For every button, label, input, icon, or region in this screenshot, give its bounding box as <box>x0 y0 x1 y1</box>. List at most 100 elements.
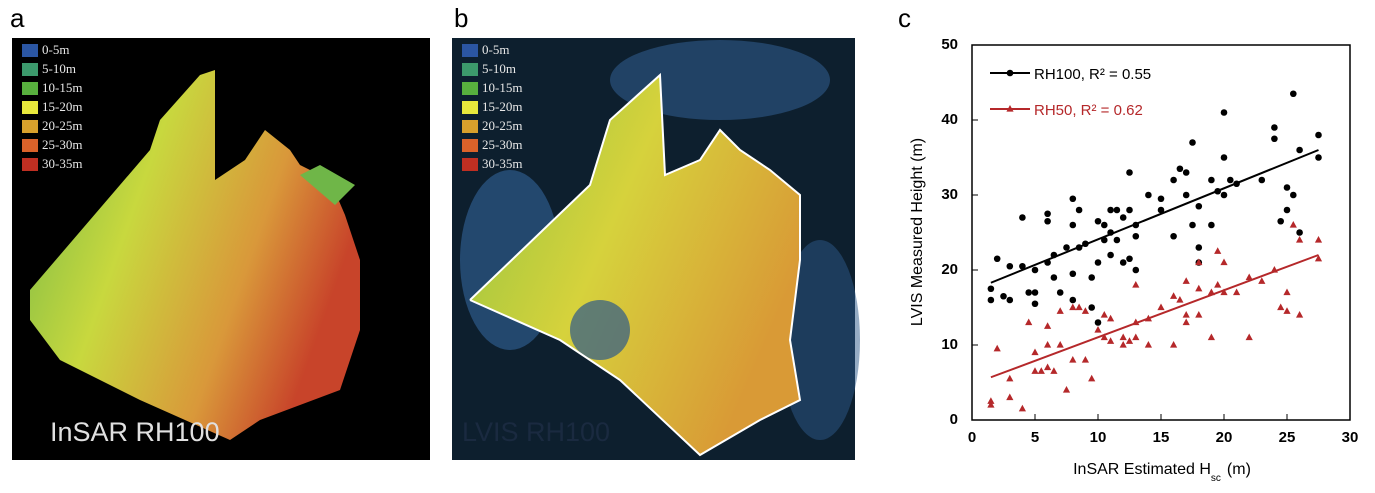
point <box>1170 177 1177 184</box>
legend-label: 5-10m <box>482 61 516 76</box>
point <box>1183 311 1190 318</box>
point <box>1126 207 1133 214</box>
point <box>1019 405 1026 412</box>
point <box>1284 184 1291 191</box>
point <box>1283 307 1290 314</box>
point <box>1189 222 1196 229</box>
point <box>1070 297 1077 304</box>
y-tick-label: 10 <box>941 336 958 353</box>
point <box>1214 281 1221 288</box>
point <box>1296 147 1303 154</box>
point <box>1277 218 1284 225</box>
x-tick-label: 20 <box>1216 429 1233 446</box>
point <box>1132 334 1139 341</box>
legend-label: 20-25m <box>42 118 82 133</box>
point <box>1101 222 1108 229</box>
point <box>1126 337 1133 344</box>
point <box>1057 307 1064 314</box>
point <box>1057 289 1064 296</box>
panel-label: b <box>454 3 468 33</box>
point <box>1000 293 1007 300</box>
fit-line <box>991 150 1319 283</box>
legend-swatch <box>22 139 38 152</box>
point <box>1290 192 1297 199</box>
point <box>1044 259 1051 266</box>
point <box>1221 109 1228 116</box>
point <box>1221 192 1228 199</box>
point <box>1044 322 1051 329</box>
point <box>1007 263 1014 270</box>
point <box>1032 300 1039 307</box>
legend-swatch <box>462 82 478 95</box>
point <box>1315 154 1322 161</box>
point <box>987 397 994 404</box>
point <box>1290 221 1297 228</box>
point <box>1183 277 1190 284</box>
point <box>1176 296 1183 303</box>
point <box>1259 177 1266 184</box>
point <box>1044 218 1051 225</box>
legend-label: 0-5m <box>42 42 69 57</box>
point <box>1088 274 1095 281</box>
point <box>1196 244 1203 251</box>
point <box>994 255 1001 262</box>
point <box>1044 364 1051 371</box>
point <box>1120 341 1127 348</box>
legend-label: 30-35m <box>42 156 82 171</box>
point <box>1183 192 1190 199</box>
point <box>1082 356 1089 363</box>
point <box>1177 165 1184 172</box>
point <box>1145 341 1152 348</box>
legend-swatch <box>22 63 38 76</box>
legend-label: 15-20m <box>42 99 82 114</box>
point <box>1120 259 1127 266</box>
legend-marker <box>1007 70 1014 77</box>
legend-label: 0-5m <box>482 42 509 57</box>
point <box>1044 341 1051 348</box>
point <box>1315 236 1322 243</box>
point <box>1195 311 1202 318</box>
legend-label: 25-30m <box>42 137 82 152</box>
legend-swatch <box>22 120 38 133</box>
point <box>1271 124 1278 131</box>
point <box>1170 341 1177 348</box>
y-tick-label: 30 <box>941 186 958 203</box>
legend-label: 5-10m <box>42 61 76 76</box>
point <box>1094 326 1101 333</box>
point <box>1076 304 1083 311</box>
point <box>1208 222 1215 229</box>
point <box>1246 274 1253 281</box>
point <box>1063 244 1070 251</box>
legend-swatch <box>22 158 38 171</box>
point <box>1082 240 1089 247</box>
x-tick-label: 30 <box>1342 429 1359 446</box>
y-tick-label: 50 <box>941 36 958 53</box>
point <box>1025 289 1032 296</box>
point <box>1069 304 1076 311</box>
point <box>1145 192 1152 199</box>
point <box>1183 169 1190 176</box>
point <box>1069 356 1076 363</box>
point <box>1006 394 1013 401</box>
x-axis-label-part: (m) <box>1227 461 1251 478</box>
point <box>994 345 1001 352</box>
legend-label: 15-20m <box>482 99 522 114</box>
point <box>1183 319 1190 326</box>
point <box>1133 267 1140 274</box>
point <box>1158 195 1165 202</box>
x-tick-label: 0 <box>968 429 976 446</box>
point <box>1214 188 1221 195</box>
legend-swatch <box>462 158 478 171</box>
point <box>1296 229 1303 236</box>
point <box>1189 139 1196 146</box>
point <box>1032 289 1039 296</box>
point <box>1095 319 1102 326</box>
point <box>1258 277 1265 284</box>
point <box>1170 233 1177 240</box>
x-axis-label-part: InSAR Estimated H <box>1073 461 1211 478</box>
point <box>1233 180 1240 187</box>
legend-swatch <box>462 120 478 133</box>
point <box>988 297 995 304</box>
point <box>1296 311 1303 318</box>
point <box>1076 207 1083 214</box>
